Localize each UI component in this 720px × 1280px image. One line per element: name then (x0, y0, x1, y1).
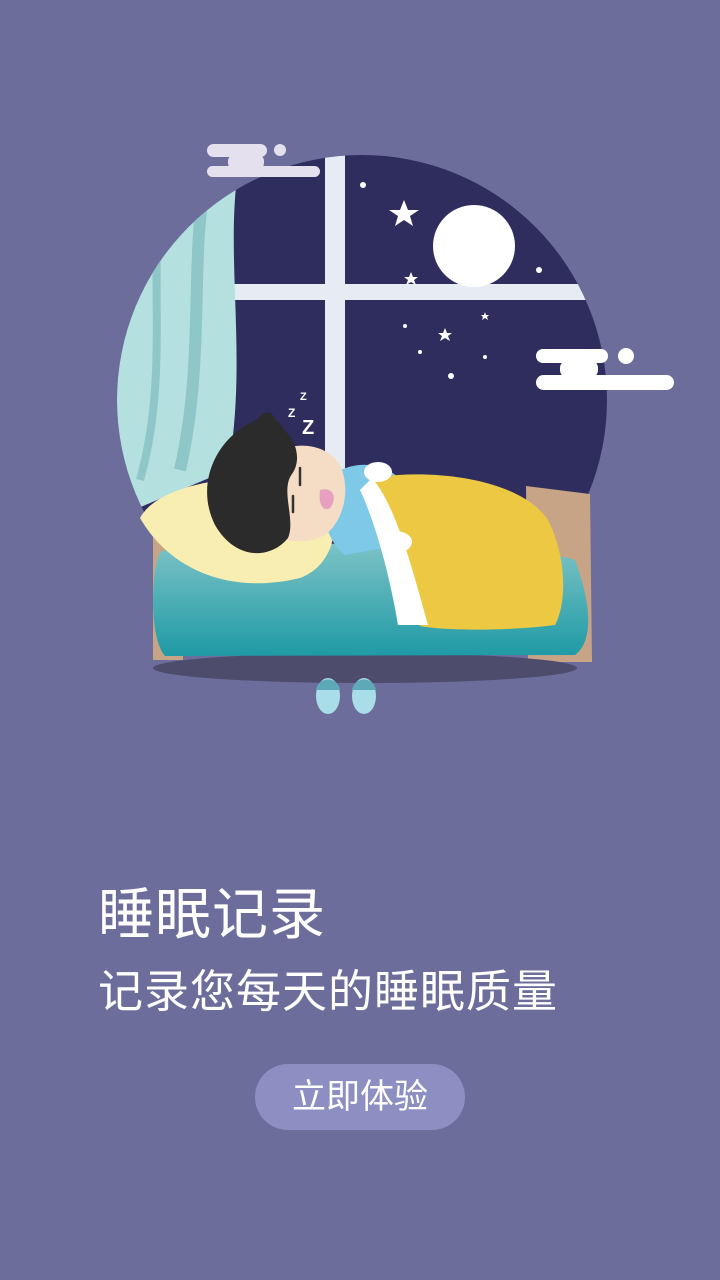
floor-shadow (153, 653, 577, 683)
sleep-illustration: Z Z Z (117, 144, 674, 714)
page-title: 睡眠记录 (98, 883, 326, 948)
window-frame-horizontal (215, 284, 595, 300)
blanket (372, 474, 564, 630)
mouth (319, 489, 334, 510)
hair (207, 417, 298, 554)
svg-text:Z: Z (302, 417, 314, 439)
cloud-right (536, 348, 674, 390)
stars (360, 182, 542, 379)
hand-lower (380, 531, 412, 553)
try-now-button[interactable]: 立即体验 (255, 1064, 465, 1130)
page-subtitle: 记录您每天的睡眠质量 (98, 965, 559, 1018)
hand-upper (364, 462, 392, 482)
svg-text:Z: Z (300, 391, 307, 403)
window-frame-vertical (325, 155, 345, 480)
moon-icon (433, 205, 515, 287)
cloud-top-left (207, 144, 320, 177)
zzz-icon: Z Z Z (288, 391, 314, 439)
svg-text:Z: Z (288, 406, 295, 420)
